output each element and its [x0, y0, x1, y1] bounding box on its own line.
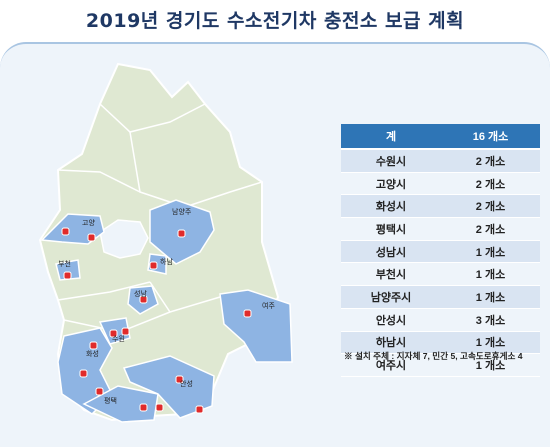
table-cell-count: 2 개소: [441, 194, 540, 219]
table-row: 화성시 2 개소: [341, 194, 540, 219]
table-cell-city: 고양시: [341, 172, 441, 196]
table-cell-count: 1 개소: [441, 331, 540, 355]
table-cell-count: 1 개소: [441, 285, 540, 309]
table-row: 남양주시 1 개소: [341, 285, 540, 309]
table-cell-count: 1 개소: [441, 240, 540, 264]
map-label-suwon: 수원: [112, 334, 125, 343]
table-cell-city: 수원시: [341, 149, 441, 173]
station-marker: [79, 369, 88, 378]
table-cell-count: 3 개소: [441, 308, 540, 332]
map-label-seongnam: 성남: [134, 289, 147, 298]
map-label-hanam: 하남: [160, 257, 173, 266]
station-marker: [155, 403, 164, 412]
table-cell-city: 화성시: [341, 194, 441, 219]
station-marker: [243, 309, 252, 318]
map-label-yeoju: 여주: [262, 301, 275, 310]
table-row: 성남시 1 개소: [341, 240, 540, 264]
table-cell-count: 2 개소: [441, 172, 540, 196]
station-marker: [177, 229, 186, 238]
map-label-goyang: 고양: [82, 219, 95, 227]
station-marker: [63, 271, 72, 280]
table-cell-count: 2 개소: [441, 217, 540, 241]
table-row: 수원시 2 개소: [341, 149, 540, 173]
table-header-row: 계 16 개소: [341, 124, 540, 150]
station-marker: [121, 327, 130, 336]
map-label-hwaseong: 화성: [86, 349, 99, 358]
installer-note: ※ 설치 주체 : 지자체 7, 민간 5, 고속도로휴게소 4: [344, 351, 523, 361]
station-plan-table: 계 16 개소 수원시 2 개소 고양시 2 개소 화성시 2 개소 평택시 2…: [341, 124, 540, 377]
table-row: 여주시 1 개소: [341, 353, 540, 377]
map-label-anseong: 안성: [180, 379, 193, 388]
table-cell-city: 평택시: [341, 217, 441, 241]
table-cell-city: 성남시: [341, 240, 441, 264]
region-bucheon: [55, 259, 81, 281]
table-cell-city: 여주시: [341, 353, 441, 377]
station-marker: [139, 295, 148, 304]
table-cell-count: 2 개소: [441, 149, 540, 173]
title-text: 2019년 경기도 수소전기차 충전소 보급 계획: [85, 10, 465, 32]
station-marker: [195, 405, 204, 414]
map-label-bucheon: 부천: [58, 259, 71, 268]
table-cell-city: 하남시: [341, 331, 441, 355]
station-marker: [61, 227, 70, 236]
page-title: 2019년 경기도 수소전기차 충전소 보급 계획: [0, 0, 550, 40]
seoul-area: [99, 219, 149, 259]
table-row: 하남시 1 개소: [341, 331, 540, 355]
station-marker: [139, 403, 148, 412]
station-marker: [109, 329, 118, 338]
table-header-total: 계: [341, 124, 441, 150]
table-row: 부천시 1 개소: [341, 262, 540, 287]
table-cell-city: 남양주시: [341, 285, 441, 309]
table-row: 안성시 3 개소: [341, 308, 540, 332]
region-yeoju: [219, 289, 293, 363]
table-header-count: 16 개소: [441, 124, 540, 150]
table-row: 고양시 2 개소: [341, 172, 540, 196]
table-cell-city: 부천시: [341, 262, 441, 287]
table-cell-count: 1 개소: [441, 262, 540, 287]
table-cell-city: 안성시: [341, 308, 441, 332]
map-label-namyangju: 남양주: [172, 207, 192, 216]
station-marker: [149, 261, 158, 270]
station-marker: [95, 387, 104, 396]
map-label-pyeongtaek: 평택: [104, 396, 117, 405]
station-marker: [89, 341, 98, 350]
gyeonggi-map: 고양 남양주 부천 하남 성남 여주 수원 화성 평택 안성: [38, 62, 293, 423]
station-marker: [87, 233, 96, 242]
table-cell-count: 1 개소: [441, 353, 540, 377]
table-row: 평택시 2 개소: [341, 217, 540, 241]
station-marker: [175, 375, 184, 384]
